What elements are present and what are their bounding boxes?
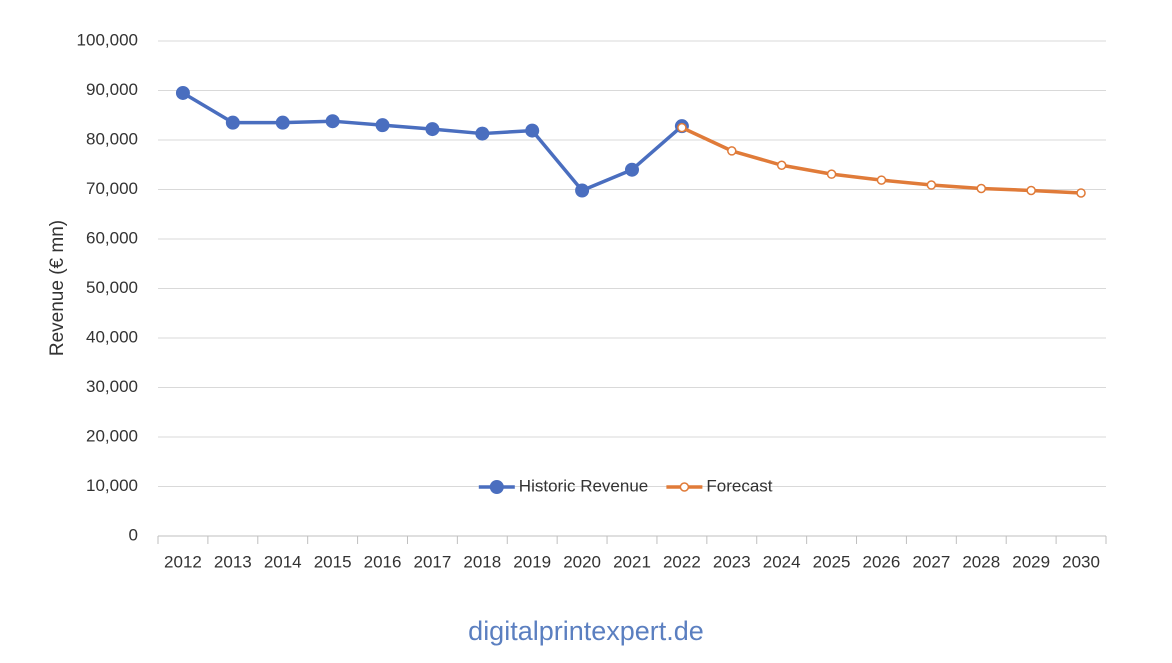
y-tick-label: 60,000 [86,228,138,247]
x-tick-label: 2029 [1012,552,1050,571]
point [976,183,987,194]
y-tick-label: 40,000 [86,327,138,346]
y-tick-label: 100,000 [77,30,138,49]
x-tick-label: 2014 [264,552,302,571]
y-tick-label: 70,000 [86,179,138,198]
legend-label: Historic Revenue [519,476,648,495]
point [375,118,390,133]
x-tick-label: 2016 [364,552,402,571]
point [425,122,440,137]
x-tick-label: 2028 [962,552,1000,571]
point [926,180,937,190]
point [727,146,737,156]
x-tick-label: 2026 [863,552,901,571]
point [175,85,190,100]
x-tick-label: 2022 [663,552,701,571]
x-tick-label: 2021 [613,552,651,571]
x-tick-label: 2012 [164,552,202,571]
point [776,160,787,170]
point [1026,185,1036,196]
point [677,122,687,133]
x-tick-label: 2027 [912,552,950,571]
x-tick-label: 2013 [214,552,252,571]
x-tick-label: 2025 [813,552,851,571]
y-tick-label: 90,000 [86,80,138,99]
point [225,115,240,130]
x-tick-label: 2020 [563,552,601,571]
legend-marker [489,480,504,494]
point [275,115,290,130]
y-tick-label: 30,000 [86,377,138,396]
point [575,183,590,198]
x-tick-label: 2018 [463,552,501,571]
y-tick-label: 80,000 [86,129,138,148]
y-axis-label: Revenue (€ mn) [47,220,68,356]
point [625,162,639,177]
legend-marker [679,482,690,492]
x-tick-label: 2017 [414,552,452,571]
y-tick-label: 0 [129,525,138,544]
point [876,175,887,185]
legend-label: Forecast [706,476,772,495]
x-tick-label: 2015 [314,552,352,571]
series-line [182,91,684,193]
point [826,169,837,179]
point [1076,188,1086,198]
watermark: digitalprintexpert.de [468,616,704,646]
y-tick-label: 50,000 [86,278,138,297]
y-tick-label: 10,000 [86,476,138,495]
point [325,114,340,129]
point [525,123,540,138]
x-tick-label: 2030 [1062,552,1100,571]
x-tick-label: 2023 [713,552,751,571]
y-tick-label: 20,000 [86,426,138,445]
point [475,126,490,141]
x-tick-label: 2024 [763,552,801,571]
x-tick-label: 2019 [513,552,551,571]
